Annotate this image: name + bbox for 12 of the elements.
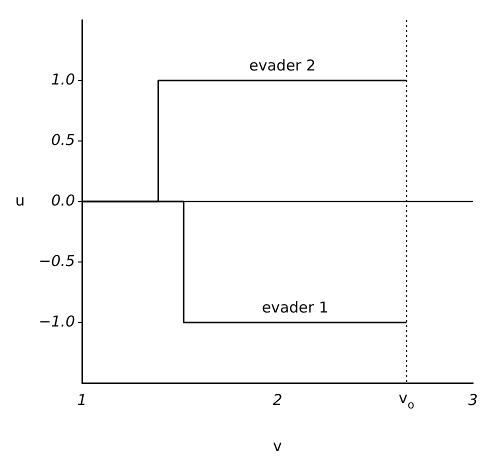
series-label: evader 1 [262,298,328,316]
x-tick-label: 1 [77,390,87,409]
x-tick-label: 2 [272,390,282,409]
y-tick-label: −0.5 [38,252,75,270]
y-tick-label: 0.0 [51,191,75,210]
y-tick-label: 0.5 [51,130,75,149]
x-tick-label: 3 [468,390,478,409]
y-axis-title: u [15,191,25,210]
y-tick-label: 1.0 [51,70,75,88]
y-tick-label: −1.0 [38,312,75,330]
x-axis-title: v [273,437,282,455]
series-label: evader 2 [249,56,316,74]
